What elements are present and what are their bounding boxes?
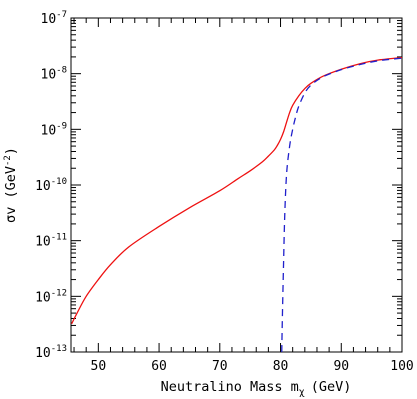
plot-border [70, 17, 403, 353]
y-tick-label: 10-12 [35, 288, 67, 305]
y-tick-label: 10-7 [41, 10, 68, 27]
y-tick-label-exponent: -13 [51, 344, 67, 354]
y-tick-label-exponent: -11 [51, 233, 67, 243]
y-tick-label-base: 10 [35, 290, 51, 305]
y-tick-label-base: 10 [35, 346, 51, 361]
y-tick-label: 10-11 [35, 233, 67, 250]
y-axis-label-main: σv (GeV [3, 166, 19, 223]
x-tick-label: 100 [390, 359, 413, 374]
y-tick-label-exponent: -10 [51, 177, 67, 187]
y-tick-label-base: 10 [35, 179, 51, 194]
y-tick-label-exponent: -8 [56, 66, 67, 76]
axis-ticks [71, 17, 403, 353]
x-axis-label-subscript: χ [299, 387, 305, 398]
x-tick-label: 50 [91, 359, 107, 374]
y-tick-label-base: 10 [41, 12, 57, 27]
y-tick-label-exponent: -12 [51, 288, 67, 298]
y-axis-label-close: ) [3, 147, 19, 155]
series-line-solid [71, 56, 403, 325]
y-tick-label-exponent: -9 [56, 121, 67, 131]
y-tick-label: 10-8 [41, 66, 68, 83]
x-tick-labels: 50 60 70 80 90 100 [91, 359, 414, 374]
x-tick-label: 70 [212, 359, 228, 374]
y-tick-label-base: 10 [35, 235, 51, 250]
plot-frame [70, 17, 403, 353]
x-axis-label-main: Neutralino Mass m [161, 379, 299, 395]
series-lines [71, 56, 403, 353]
x-tick-label: 80 [273, 359, 289, 374]
x-axis-label: Neutralino Mass mχ (GeV) [161, 379, 352, 398]
series-line-dashed [281, 57, 403, 353]
y-tick-label-base: 10 [41, 68, 57, 83]
y-tick-label: 10-9 [41, 121, 68, 138]
y-tick-label: 10-10 [35, 177, 67, 194]
y-tick-label-exponent: -7 [56, 10, 67, 20]
y-axis-label-superscript: -2 [3, 155, 13, 166]
x-tick-label: 60 [151, 359, 167, 374]
y-tick-label: 10-13 [35, 344, 67, 361]
x-tick-label: 90 [333, 359, 349, 374]
y-tick-label-base: 10 [41, 123, 57, 138]
y-axis-label: σv (GeV-2) [3, 147, 19, 223]
x-axis-label-unit: (GeV) [311, 379, 352, 395]
